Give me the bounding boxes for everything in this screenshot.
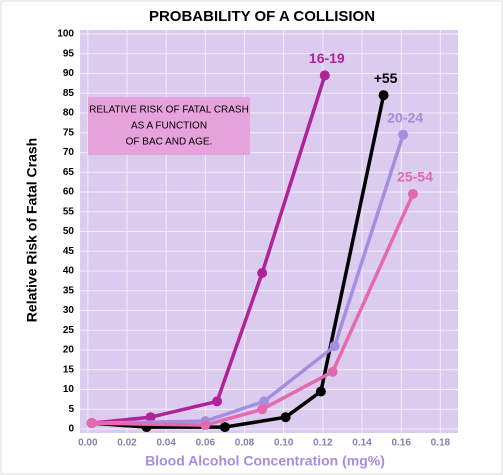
x-tick-label: 0.14 [352, 438, 372, 449]
x-tick-label: 0.10 [274, 438, 294, 449]
x-tick-label: 0.00 [78, 438, 98, 449]
data-point [219, 422, 230, 433]
y-tick-label: 85 [63, 88, 75, 99]
y-tick-label: 60 [63, 187, 75, 198]
data-point [86, 418, 97, 429]
y-tick-label: 50 [63, 226, 75, 237]
y-tick-label: 15 [63, 364, 75, 375]
x-tick-label: 0.06 [196, 438, 216, 449]
series-label: 25-54 [397, 169, 433, 185]
data-point [145, 412, 156, 423]
annotation: AS A FUNCTION [131, 121, 207, 132]
data-point [200, 420, 211, 431]
y-tick-label: 45 [63, 246, 75, 257]
y-tick-label: 25 [63, 325, 75, 336]
y-tick-label: 0 [68, 424, 74, 435]
y-tick-label: 35 [63, 285, 75, 296]
data-point [319, 70, 330, 81]
x-tick-label: 0.18 [431, 438, 451, 449]
y-tick-label: 100 [57, 29, 74, 40]
data-point [212, 396, 223, 407]
y-tick-label: 55 [63, 206, 75, 217]
data-point [329, 341, 340, 352]
x-tick-label: 0.12 [313, 438, 333, 449]
data-point [378, 90, 389, 101]
data-point [407, 188, 418, 199]
annotation: RELATIVE RISK OF FATAL CRASH [89, 105, 249, 116]
y-tick-label: 75 [63, 127, 75, 138]
data-point [257, 267, 268, 278]
series-label: +55 [374, 70, 398, 86]
data-point [327, 366, 338, 377]
series-label: 16-19 [309, 50, 345, 66]
y-axis-label: Relative Risk of Fatal Crash [24, 138, 40, 322]
data-point [257, 404, 268, 415]
y-tick-label: 30 [63, 305, 75, 316]
y-tick-label: 90 [63, 68, 75, 79]
y-tick-label: 20 [63, 345, 75, 356]
annotation: OF BAC AND AGE. [126, 137, 213, 148]
y-tick-label: 10 [63, 384, 75, 395]
x-tick-label: 0.04 [156, 438, 176, 449]
y-tick-label: 5 [68, 404, 74, 415]
data-point [398, 129, 409, 140]
data-point [259, 396, 270, 407]
y-tick-label: 70 [63, 147, 75, 158]
data-point [315, 386, 326, 397]
y-tick-label: 80 [63, 108, 75, 119]
y-tick-label: 40 [63, 266, 75, 277]
grid [80, 30, 458, 433]
x-tick-label: 0.16 [391, 438, 411, 449]
x-tick-label: 0.02 [117, 438, 137, 449]
x-axis-label: Blood Alcohol Concentration (mg%) [145, 453, 385, 469]
chart-title: PROBABILITY OF A COLLISION [149, 8, 375, 25]
y-tick-label: 95 [63, 48, 75, 59]
annotation-box [88, 97, 250, 155]
series-label: 20-24 [387, 109, 423, 125]
data-point [280, 412, 291, 423]
y-tick-label: 65 [63, 167, 75, 178]
x-tick-label: 0.08 [235, 438, 255, 449]
series-line [91, 94, 386, 429]
